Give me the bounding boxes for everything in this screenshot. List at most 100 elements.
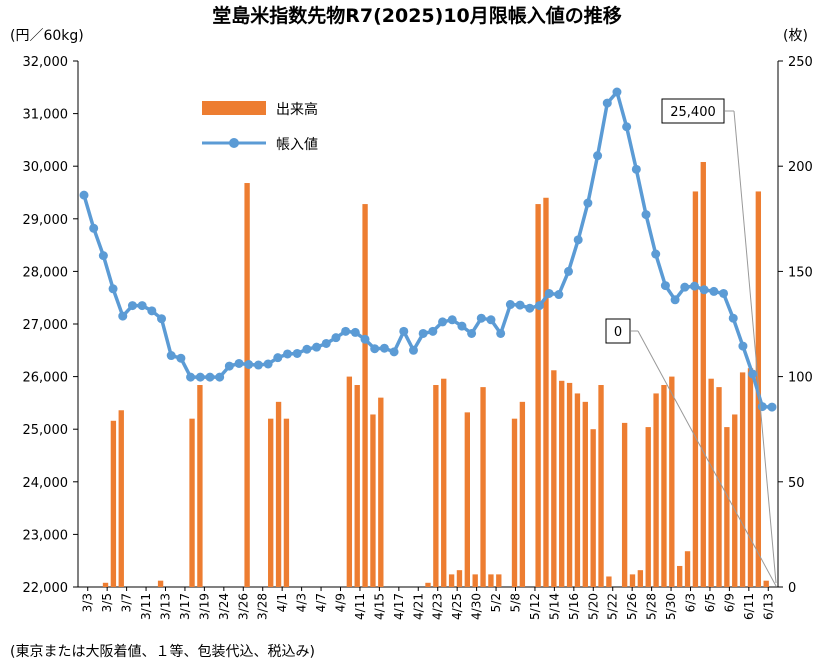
x-tick-label: 6/3 — [684, 593, 698, 612]
volume-bar — [551, 370, 557, 587]
settlement-point — [767, 402, 777, 412]
settlement-point — [689, 281, 699, 291]
volume-bar — [582, 401, 588, 587]
settlement-point — [98, 251, 108, 261]
x-tick-label: 5/16 — [567, 593, 581, 620]
x-tick-label: 5/2 — [489, 593, 503, 612]
left-tick-label: 31,000 — [23, 108, 69, 123]
left-tick-label: 26,000 — [23, 371, 69, 386]
volume-bar — [102, 582, 109, 587]
volume-bar — [716, 387, 722, 587]
settlement-point — [525, 303, 535, 313]
settlement-point — [379, 343, 389, 353]
right-tick-label: 150 — [788, 265, 813, 280]
x-tick-label: 5/20 — [586, 593, 600, 620]
volume-bar — [362, 204, 368, 587]
settlement-line — [79, 87, 777, 412]
settlement-point — [79, 190, 89, 200]
settlement-point — [593, 151, 603, 161]
volume-bar — [566, 382, 573, 587]
settlement-point — [253, 360, 263, 370]
x-tick-label: 4/23 — [431, 593, 445, 620]
left-tick-label: 28,000 — [23, 265, 69, 280]
x-tick-label: 4/15 — [372, 593, 386, 620]
x-tick-label: 4/9 — [334, 593, 348, 612]
settlement-point — [748, 369, 758, 379]
right-tick-label: 250 — [788, 55, 813, 70]
x-tick-label: 5/8 — [509, 593, 523, 612]
x-tick-label: 3/28 — [256, 593, 270, 620]
settlement-point — [564, 266, 574, 276]
settlement-line-path — [82, 90, 773, 409]
x-tick-label: 5/30 — [664, 593, 678, 620]
settlement-point — [467, 328, 477, 338]
settlement-point — [108, 284, 118, 294]
settlement-point — [302, 344, 312, 354]
volume-bar — [118, 410, 124, 587]
settlement-point — [118, 311, 128, 321]
volume-bar — [425, 582, 431, 587]
settlement-point — [263, 359, 273, 369]
volume-bar — [354, 385, 360, 587]
left-axis: 22,000 23,000 24,000 25,000 26,000 27,000 28,0… — [23, 55, 78, 596]
volume-bar — [669, 376, 675, 587]
settlement-point — [331, 333, 341, 343]
left-tick-label: 23,000 — [23, 528, 69, 543]
callout-latest-volume-text: 0 — [614, 325, 622, 340]
volume-bar — [441, 378, 447, 587]
settlement-point — [360, 334, 370, 344]
settlement-point — [612, 87, 622, 97]
x-tick-label: 3/7 — [120, 593, 134, 612]
volume-bar — [590, 429, 596, 587]
settlement-point — [457, 321, 467, 331]
settlement-point — [312, 342, 322, 352]
settlement-point — [341, 326, 351, 336]
callout-latest-price: 25,400 — [661, 98, 777, 584]
volume-bar — [645, 427, 651, 587]
settlement-point — [408, 345, 418, 355]
settlement-point — [370, 344, 380, 354]
settlement-point — [137, 301, 147, 311]
settlement-point — [670, 295, 680, 305]
x-tick-label: 3/3 — [81, 593, 95, 612]
volume-bars — [102, 161, 769, 588]
legend-line-marker — [229, 138, 239, 148]
legend-bar-swatch — [202, 101, 266, 115]
left-tick-label: 22,000 — [23, 581, 69, 596]
volume-bar — [574, 393, 581, 587]
left-tick-label: 27,000 — [23, 318, 69, 333]
left-tick-label: 29,000 — [23, 213, 69, 228]
x-tick-label: 5/22 — [606, 593, 620, 620]
volume-bar — [448, 574, 455, 587]
volume-bar — [480, 387, 486, 587]
x-tick-label: 5/14 — [547, 593, 561, 620]
volume-bar — [621, 422, 628, 587]
settlement-point — [418, 328, 428, 338]
x-tick-label: 4/30 — [470, 593, 484, 620]
settlement-point — [719, 288, 729, 298]
settlement-point — [224, 361, 234, 371]
settlement-point — [350, 327, 360, 337]
right-tick-label: 200 — [788, 160, 813, 175]
left-axis-unit: (円／60kg) — [10, 28, 84, 44]
left-tick-label: 30,000 — [23, 160, 69, 175]
x-tick-label: 6/11 — [742, 593, 756, 620]
volume-bar — [110, 420, 117, 587]
settlement-point — [699, 285, 709, 295]
right-tick-label: 0 — [788, 581, 796, 596]
volume-bar — [346, 376, 353, 587]
settlement-point — [89, 223, 99, 233]
settlement-point — [234, 358, 244, 368]
x-tick-label: 6/13 — [761, 593, 775, 620]
volume-bar — [606, 576, 612, 587]
settlement-point — [438, 317, 448, 327]
volume-bar — [732, 414, 738, 587]
volume-bar — [739, 372, 746, 587]
x-tick-label: 3/19 — [197, 593, 211, 620]
volume-bar — [519, 401, 526, 587]
x-tick-label: 4/21 — [411, 593, 425, 620]
settlement-point — [573, 235, 583, 245]
volume-bar — [763, 580, 769, 587]
settlement-point — [147, 306, 157, 316]
